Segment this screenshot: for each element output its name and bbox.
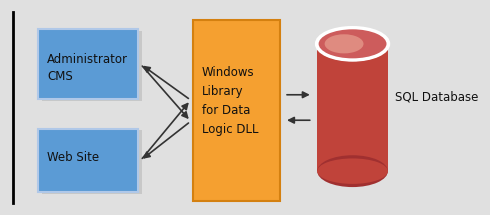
Ellipse shape xyxy=(317,28,388,60)
Text: Administrator
CMS: Administrator CMS xyxy=(47,54,128,83)
FancyBboxPatch shape xyxy=(42,131,142,194)
FancyBboxPatch shape xyxy=(42,31,142,101)
Text: Web Site: Web Site xyxy=(47,151,99,164)
Text: SQL Database: SQL Database xyxy=(395,90,478,103)
FancyBboxPatch shape xyxy=(38,129,138,192)
Ellipse shape xyxy=(317,155,388,187)
Ellipse shape xyxy=(325,34,364,53)
Text: Windows
Library
for Data
Logic DLL: Windows Library for Data Logic DLL xyxy=(202,66,259,136)
Ellipse shape xyxy=(317,158,388,184)
Bar xyxy=(317,44,388,171)
FancyBboxPatch shape xyxy=(38,29,138,99)
FancyBboxPatch shape xyxy=(193,20,280,201)
